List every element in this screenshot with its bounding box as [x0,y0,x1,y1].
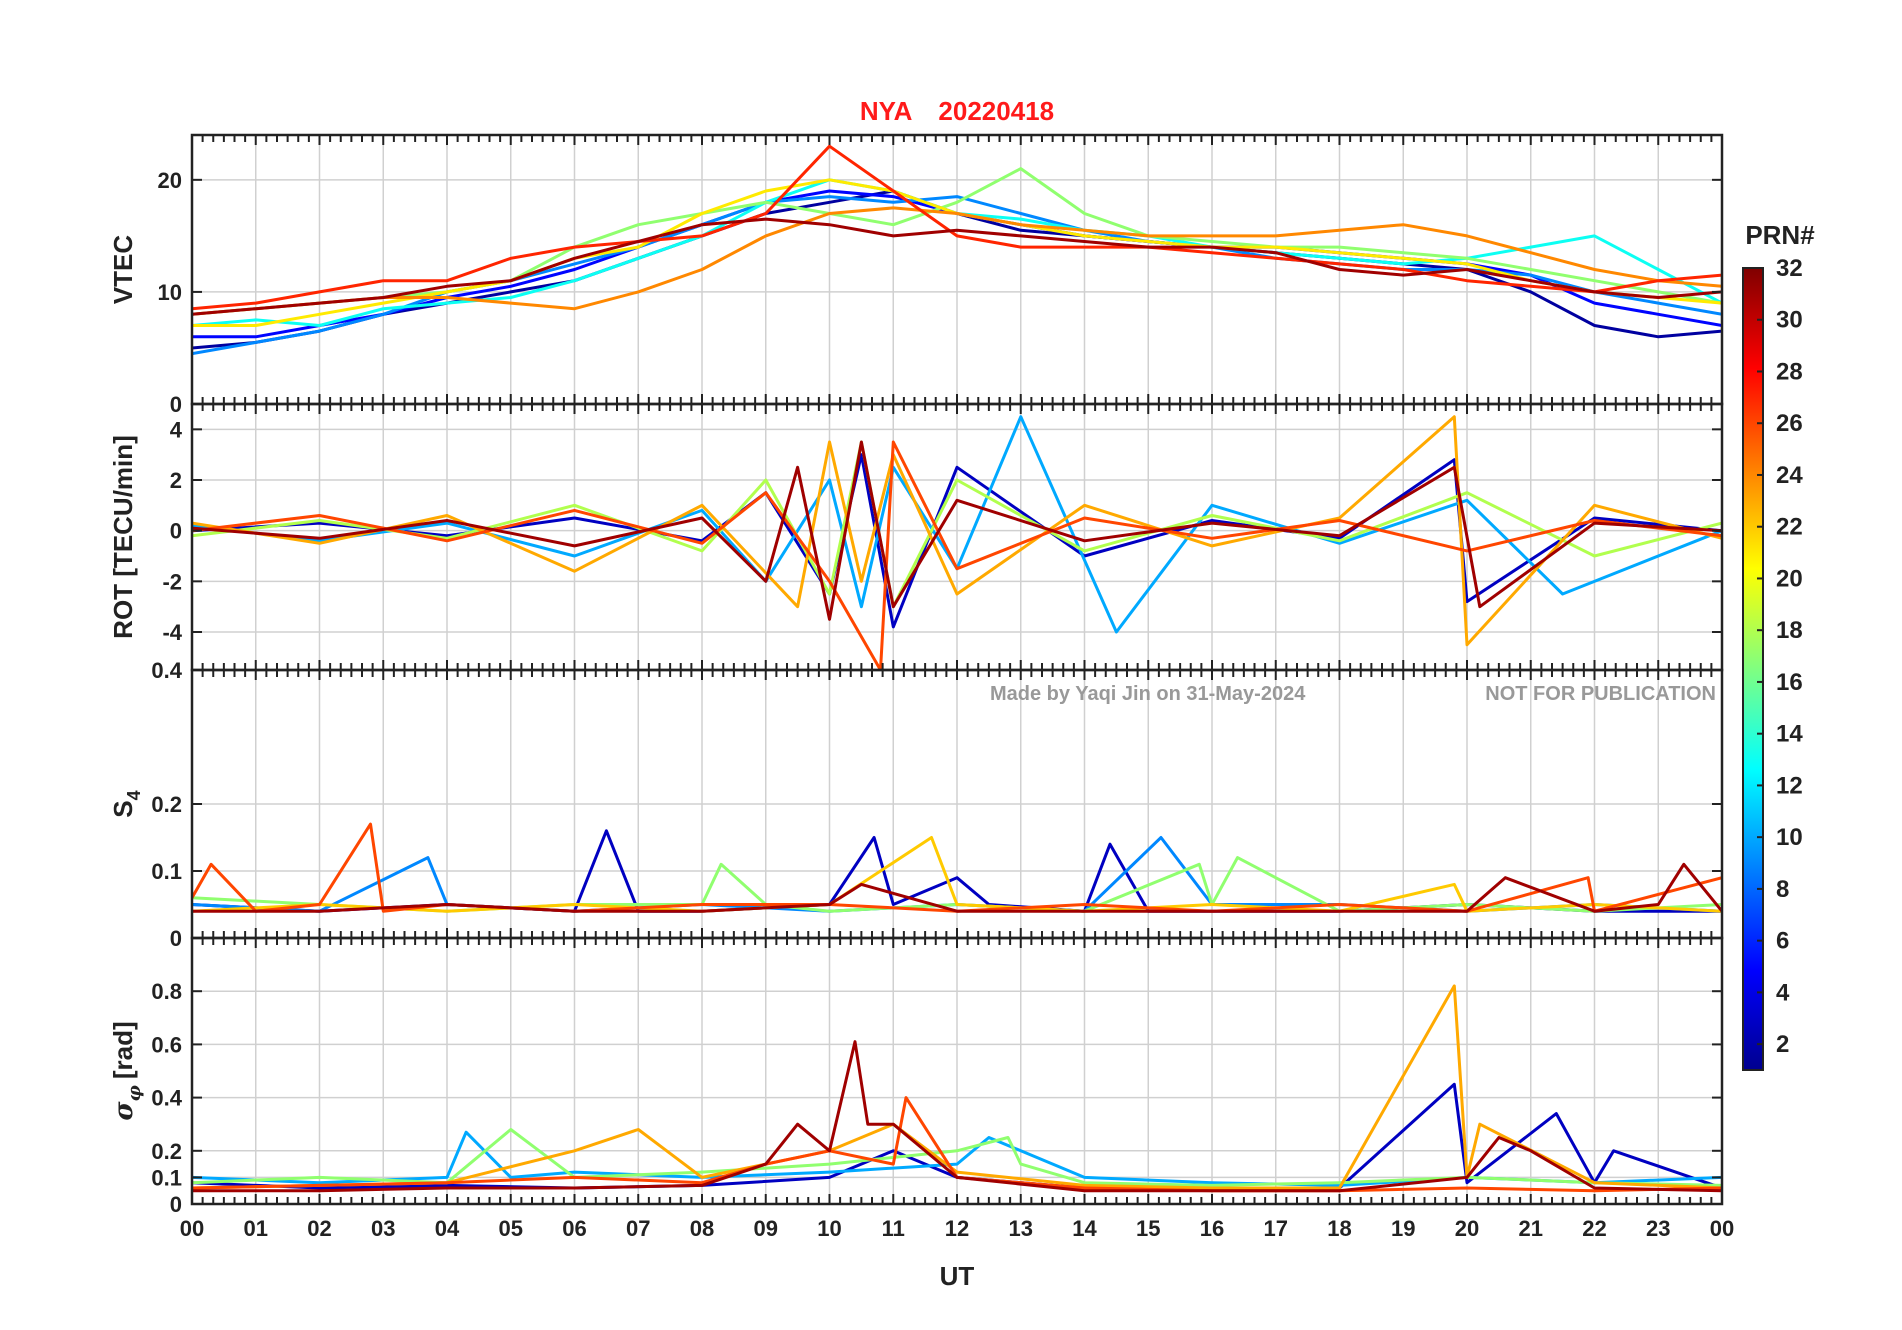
panel-s4-ytick-label: 0.2 [151,792,182,817]
colorbar-title: PRN# [1745,220,1815,250]
panel-rot-ytick-label: 0 [170,519,182,544]
colorbar-tick-label: 18 [1776,617,1803,644]
colorbar-tick-label: 16 [1776,669,1803,696]
colorbar-tick-label: 20 [1776,565,1803,592]
panel-rot-ylabel: ROT [TECU/min] [108,435,138,639]
panel-vtec-series [192,144,1722,356]
x-axis: 00 01 02 03 04 05 06 07 08 09 10 11 12 13 14 15 16 17 18 19… [180,1216,1734,1241]
panel-vtec-ytick-label: 20 [158,168,182,193]
x-tick-label: 18 [1327,1216,1351,1241]
colorbar-tick-label: 10 [1776,824,1803,851]
x-tick-label: 17 [1264,1216,1288,1241]
x-tick-label: 14 [1072,1216,1097,1241]
panel-sigma_phi-ytick-label: 0.4 [151,1086,182,1111]
series-prn-31 [192,217,1722,316]
panel-sigma_phi-ytick-label: 0.1 [151,1165,182,1190]
panel-s4-ytick-label: 0.4 [151,658,182,683]
x-tick-label: 23 [1646,1216,1670,1241]
x-tick-label: 19 [1391,1216,1415,1241]
colorbar-tick-label: 32 [1776,255,1803,282]
x-tick-label: 03 [371,1216,395,1241]
panel-vtec: 0 10 20 VTEC [108,133,1724,417]
x-tick-label: 05 [499,1216,523,1241]
x-tick-label: 01 [244,1216,268,1241]
series-prn-26 [192,440,1722,670]
panel-sigma_phi-ylabel: σφ[rad] [108,1021,145,1120]
panel-sigma_phi-ytick-label: 0 [170,1192,182,1217]
series-prn-31 [192,862,1722,913]
x-tick-label: 12 [945,1216,969,1241]
colorbar-tick-label: 12 [1776,772,1803,799]
colorbar-tick-label: 2 [1776,1031,1789,1058]
series-prn-23 [192,984,1722,1190]
x-tick-label: 13 [1009,1216,1033,1241]
x-tick-label: 11 [882,1216,905,1241]
series-prn-10 [192,1130,1722,1187]
series-prn-17 [192,1128,1722,1187]
title-station: NYA [860,96,913,126]
panel-rot-ytick-label: 4 [170,417,183,442]
x-tick-label: 10 [817,1216,841,1241]
x-tick-label: 09 [754,1216,778,1241]
series-prn-31 [192,1040,1722,1193]
x-tick-label: 00 [180,1216,204,1241]
x-tick-label: 08 [690,1216,714,1241]
panel-s4-ytick-label: 0 [170,926,182,951]
panel-sigma_phi: 00.10.2 0.4 0.6 0.8σφ[rad] [108,936,1724,1217]
x-tick-label: 20 [1455,1216,1479,1241]
panel-sigma_phi-xticks [191,938,1723,1204]
panel-sigma_phi-series [192,984,1722,1193]
watermark-author: Made by Yaqi Jin on 31-May-2024 [990,683,1306,705]
x-tick-label: 02 [307,1216,331,1241]
panel-s4: 0 0.1 0.2 0.4 S4 [108,658,1724,951]
panel-vtec-ylabel: VTEC [108,235,138,305]
colorbar-tick-label: 28 [1776,358,1803,385]
colorbar-gradient [1742,267,1764,1071]
title-date: 20220418 [938,96,1054,126]
x-tick-label: 21 [1519,1216,1543,1241]
colorbar-tick-label: 14 [1776,721,1803,748]
colorbar-tick-label: 24 [1776,462,1803,489]
panel-s4-series [192,822,1722,913]
x-tick-label: 00 [1710,1216,1734,1241]
x-tick-label: 07 [626,1216,650,1241]
colorbar-tick-label: 26 [1776,410,1803,437]
panel-rot: -4 -2 0 2 4 ROT [TECU/min] [108,402,1724,672]
series-prn-22 [192,836,1722,913]
panel-s4-ylabel: S4 [108,790,144,817]
panel-rot-ytick-label: -2 [162,569,182,594]
x-tick-label: 16 [1200,1216,1224,1241]
x-tick-label: 22 [1582,1216,1606,1241]
series-prn-31 [192,440,1722,621]
panel-rot-series [192,415,1722,670]
colorbar-tick-label: 6 [1776,928,1789,955]
watermark-notice: NOT FOR PUBLICATION [1485,683,1716,705]
panel-vtec-ytick-label: 0 [170,392,182,417]
panel-sigma_phi-ytick-label: 0.8 [151,979,182,1004]
chart-title: NYA 20220418 [860,96,1054,126]
x-tick-label: 06 [562,1216,586,1241]
panel-sigma_phi-ytick-label: 0.6 [151,1032,182,1057]
panel-s4-grid [192,670,1722,938]
panel-vtec-ytick-label: 10 [158,280,182,305]
x-tick-label: 04 [435,1216,460,1241]
series-prn-24 [192,206,1722,316]
series-prn-26 [192,822,1722,913]
colorbar-tick-label: 22 [1776,514,1803,541]
colorbar-tick-label: 4 [1776,979,1790,1006]
colorbar-tick-label: 8 [1776,876,1789,903]
panel-rot-ytick-label: -4 [162,620,182,645]
panel-sigma_phi-ytick-label: 0.2 [151,1139,182,1164]
panel-rot-ytick-label: 2 [170,468,182,493]
x-axis-label: UT [940,1261,975,1291]
x-tick-label: 15 [1136,1216,1160,1241]
colorbar-tick-label: 30 [1776,307,1803,334]
series-prn-27 [192,144,1722,311]
panel-s4-ytick-label: 0.1 [151,859,182,884]
